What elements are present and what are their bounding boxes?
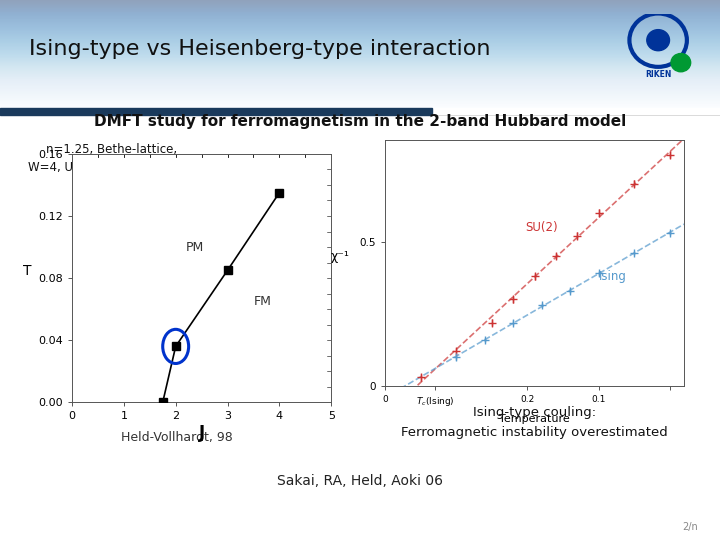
Text: SU(2): SU(2) (526, 221, 558, 234)
Text: 2/n: 2/n (683, 522, 698, 532)
Text: Ising: Ising (599, 270, 627, 283)
Text: RIKEN: RIKEN (645, 70, 671, 79)
Text: PM: PM (186, 240, 204, 254)
Y-axis label: χ⁻¹: χ⁻¹ (330, 250, 350, 263)
Circle shape (647, 30, 670, 51)
Circle shape (671, 53, 690, 72)
Text: FM: FM (253, 295, 271, 308)
Text: Sakai, RA, Held, Aoki 06: Sakai, RA, Held, Aoki 06 (277, 474, 443, 488)
Text: DMFT study for ferromagnetism in the 2-band Hubbard model: DMFT study for ferromagnetism in the 2-b… (94, 114, 626, 129)
Text: n=1.25, Bethe-lattice,
W=4, U=9, U'=5, J=2 (Ising): n=1.25, Bethe-lattice, W=4, U=9, U'=5, J… (27, 143, 196, 174)
Y-axis label: T: T (23, 264, 32, 278)
X-axis label: Temperature: Temperature (499, 414, 570, 424)
Text: Held-Vollhardt, 98: Held-Vollhardt, 98 (120, 431, 233, 444)
X-axis label: J: J (199, 424, 204, 442)
Text: Ising-type couling:
Ferromagnetic instability overestimated: Ising-type couling: Ferromagnetic instab… (401, 406, 668, 438)
Text: Ising-type vs Heisenberg-type interaction: Ising-type vs Heisenberg-type interactio… (29, 38, 490, 59)
Bar (0, 108, 432, 115)
